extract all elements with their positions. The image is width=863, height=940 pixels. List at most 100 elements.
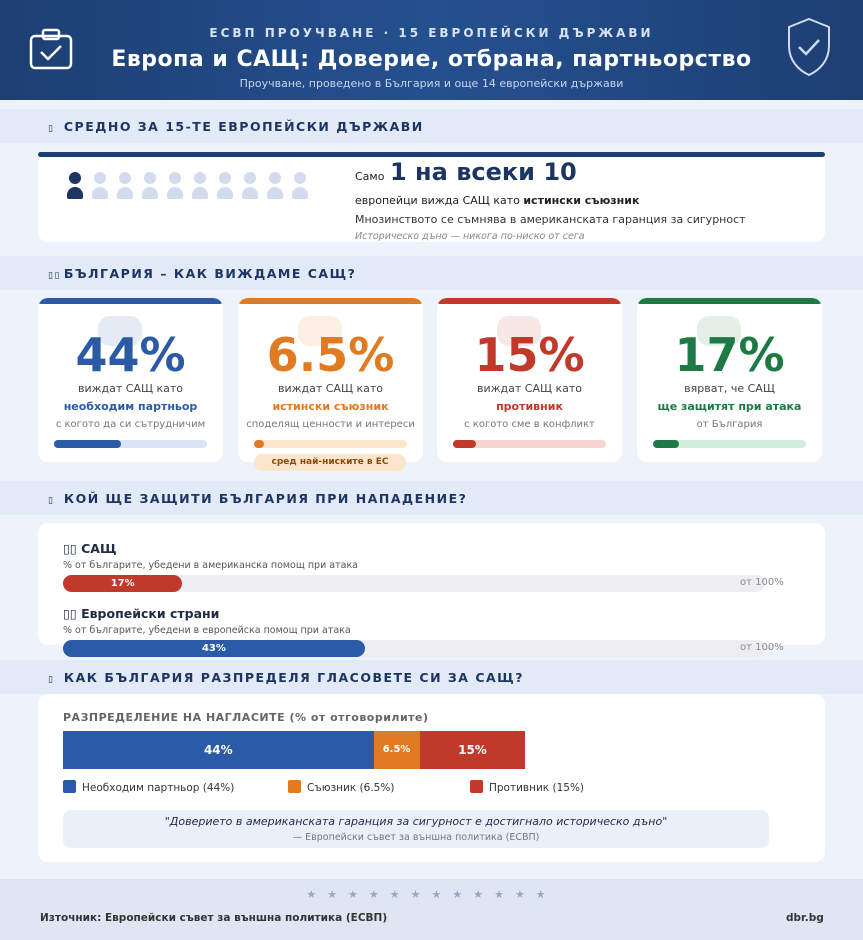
stat-line3: от България xyxy=(696,419,763,430)
person-head xyxy=(169,172,181,184)
defense-bar-fill: 17% xyxy=(63,575,183,592)
shield-check-icon xyxy=(788,17,830,77)
avg-line1-text: европейци вижда САЩ като xyxy=(355,194,524,207)
section-defense-bar: ▯ КОЙ ЩЕ ЗАЩИТИ БЪЛГАРИЯ ПРИ НАПАДЕНИЕ? xyxy=(0,481,863,515)
footer: ★★★★★★★★★★★★ Източник: Европейски съвет … xyxy=(0,879,863,940)
page-subtitle: Проучване, проведено в България и още 14… xyxy=(239,77,624,90)
section-bg-heading: БЪЛГАРИЯ – КАК ВИЖДАМЕ САЩ? xyxy=(63,266,357,281)
defense-bar-fill: 43% xyxy=(63,640,365,657)
stat-value: 15% xyxy=(474,328,585,382)
defense-row-title: ▯▯ Европейски страни xyxy=(63,606,220,621)
avg-line1-highlight: истински съюзник xyxy=(523,194,640,207)
person-icon xyxy=(117,172,133,202)
stat-progress-track xyxy=(453,440,606,448)
stat-line2: необходим партньор xyxy=(63,400,198,413)
person-head xyxy=(269,172,281,184)
stat-card-watermark-icon xyxy=(98,316,142,346)
legend-label: Противник (15%) xyxy=(489,782,585,794)
stat-line1: вярват, че САЩ xyxy=(684,382,775,395)
stat-line2: ще защитят при атака xyxy=(657,400,802,413)
person-head xyxy=(144,172,156,184)
person-head xyxy=(119,172,131,184)
stat-value: 17% xyxy=(674,328,785,382)
header-kicker: ЕСВП ПРОУЧВАНЕ · 15 ЕВРОПЕЙСКИ ДЪРЖАВИ xyxy=(209,26,654,40)
stat-progress-fill xyxy=(653,440,679,448)
flag-icon: ▯ xyxy=(48,124,55,134)
stat-card-watermark-icon xyxy=(298,316,342,346)
stat-value: 44% xyxy=(75,328,186,382)
stat-line3: с когото да си сътрудничим xyxy=(55,419,206,430)
person-icon xyxy=(92,172,108,202)
stat-card: 15% виждат САЩ като противник с когото сме … xyxy=(437,298,622,462)
stat-line3: с когото сме в конфликт xyxy=(464,419,595,430)
chart-title: РАЗПРЕДЕЛЕНИЕ НА НАГЛАСИТЕ (% от отговор… xyxy=(63,711,429,724)
stat-line1: виждат САЩ като xyxy=(77,382,184,395)
stat-card-accent xyxy=(38,298,223,304)
section-avg-bar: ▯ СРЕДНО ЗА 15-ТЕ ЕВРОПЕЙСКИ ДЪРЖАВИ xyxy=(0,109,863,143)
clipboard-check-icon xyxy=(29,28,73,70)
legend-label: Съюзник (6.5%) xyxy=(307,782,395,794)
quote-attribution: — Европейски съвет за външна политика (Е… xyxy=(292,832,540,843)
person-icon xyxy=(267,172,283,202)
legend-swatch xyxy=(288,780,301,793)
defense-bar-track: 17% xyxy=(63,575,765,592)
stat-progress-track xyxy=(653,440,806,448)
person-icon xyxy=(142,172,158,202)
defense-row-subtitle: % от българите, убедени в европейска пом… xyxy=(63,625,351,636)
stat-progress-track xyxy=(54,440,207,448)
legend-swatch xyxy=(63,780,76,793)
stat-progress-fill xyxy=(254,440,264,448)
person-body xyxy=(267,187,283,199)
stat-line3: споделящ ценности и интереси xyxy=(246,419,415,430)
defense-row-subtitle: % от българите, убедени в американска по… xyxy=(63,560,359,571)
person-icon xyxy=(242,172,258,202)
stat-card-watermark-icon xyxy=(497,316,541,346)
stacked-bar-segment: 6.5% xyxy=(373,731,420,769)
person-head xyxy=(94,172,106,184)
person-body xyxy=(192,187,208,199)
avg-line1: европейци вижда САЩ като истински съюзни… xyxy=(355,194,639,207)
section-avg-heading: СРЕДНО ЗА 15-ТЕ ЕВРОПЕЙСКИ ДЪРЖАВИ xyxy=(63,119,424,134)
source-text: Източник: Европейски съвет за външна пол… xyxy=(40,912,388,924)
person-body xyxy=(117,187,133,199)
stat-progress-track xyxy=(254,440,407,448)
person-body xyxy=(92,187,108,199)
ballot-icon: ▯ xyxy=(48,675,55,685)
person-head xyxy=(69,172,81,184)
person-body xyxy=(142,187,158,199)
site-link[interactable]: dbr.bg xyxy=(786,912,824,924)
legend-label: Необходим партньор (44%) xyxy=(82,782,235,794)
quote-text: "Доверието в американската гаранция за с… xyxy=(164,815,668,828)
stat-value: 6.5% xyxy=(266,328,395,382)
person-body xyxy=(292,187,308,199)
person-icon xyxy=(292,172,308,202)
section-votes-bar: ▯ КАК БЪЛГАРИЯ РАЗПРЕДЕЛЯ ГЛАСОВЕТЕ СИ З… xyxy=(0,660,863,694)
stat-card-accent xyxy=(437,298,622,304)
person-icon xyxy=(67,172,83,202)
stat-card-accent xyxy=(637,298,822,304)
stat-line2: истински съюзник xyxy=(272,400,389,413)
avg-line2: Мнозинството се съмнява в американската … xyxy=(355,213,746,226)
section-defense-heading: КОЙ ЩЕ ЗАЩИТИ БЪЛГАРИЯ ПРИ НАПАДЕНИЕ? xyxy=(63,491,468,506)
stars-divider: ★★★★★★★★★★★★ xyxy=(306,888,557,901)
person-head xyxy=(194,172,206,184)
stat-line2: противник xyxy=(496,400,563,413)
person-icon xyxy=(217,172,233,202)
defense-out-of: от 100% xyxy=(740,577,784,588)
person-head xyxy=(219,172,231,184)
person-icon xyxy=(167,172,183,202)
avg-line3: Историческо дъно — никога по-ниско от се… xyxy=(355,231,585,242)
defense-bar-track: 43% xyxy=(63,640,765,657)
legend-item: Съюзник (6.5%) xyxy=(288,780,394,794)
stat-card-watermark-icon xyxy=(697,316,741,346)
stat-line1: виждат САЩ като xyxy=(476,382,583,395)
person-head xyxy=(294,172,306,184)
defense-out-of: от 100% xyxy=(740,642,784,653)
person-body xyxy=(217,187,233,199)
stat-progress-fill xyxy=(54,440,122,448)
shield-icon: ▯ xyxy=(48,496,55,506)
page-title: Европа и САЩ: Доверие, отбрана, партньор… xyxy=(111,47,752,72)
section-avg-accent-line xyxy=(38,152,825,157)
person-body xyxy=(167,187,183,199)
header: ЕСВП ПРОУЧВАНЕ · 15 ЕВРОПЕЙСКИ ДЪРЖАВИ Е… xyxy=(0,0,863,100)
